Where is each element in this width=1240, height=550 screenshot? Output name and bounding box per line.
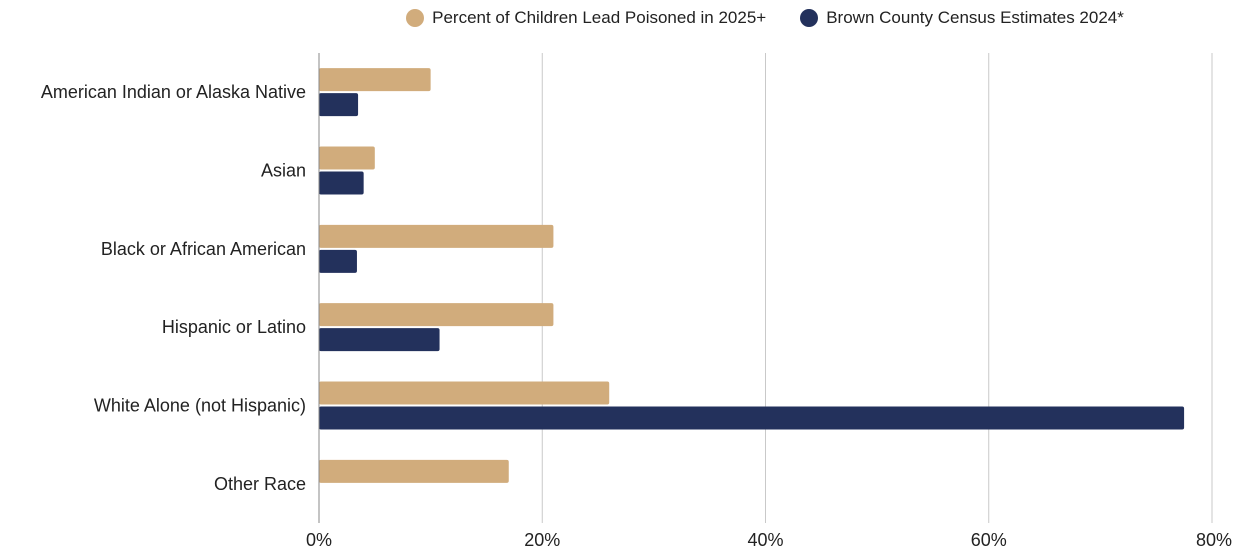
bars xyxy=(319,68,1185,483)
bar-series1-cat3 xyxy=(319,328,440,352)
legend-label-census-estimates: Brown County Census Estimates 2024* xyxy=(826,8,1124,27)
bar-series0-cat2 xyxy=(319,224,554,248)
legend-label-lead-poisoned: Percent of Children Lead Poisoned in 202… xyxy=(432,8,767,27)
bar-series0-cat1 xyxy=(319,146,375,170)
x-tick-label-40: 40% xyxy=(747,530,783,550)
legend-item-census-estimates: Brown County Census Estimates 2024* xyxy=(800,8,1124,28)
bar-series0-cat5 xyxy=(319,459,509,483)
legend: Percent of Children Lead Poisoned in 202… xyxy=(0,8,1240,28)
category-label-3: Hispanic or Latino xyxy=(162,317,306,337)
bar-series1-cat0 xyxy=(319,93,359,117)
gridlines xyxy=(541,53,1213,523)
x-tick-label-20: 20% xyxy=(524,530,560,550)
bar-series1-cat2 xyxy=(319,249,357,273)
category-labels: American Indian or Alaska Native Asian Bla… xyxy=(41,82,306,494)
legend-swatch-lead-poisoned xyxy=(406,9,425,27)
bar-series0-cat3 xyxy=(319,303,554,327)
category-label-2: Black or African American xyxy=(101,239,306,259)
bar-series1-cat1 xyxy=(319,171,364,195)
bar-series0-cat0 xyxy=(319,68,431,92)
bar-series1-cat4 xyxy=(319,406,1185,430)
x-tick-label-80: 80% xyxy=(1196,530,1232,550)
x-tick-label-0: 0% xyxy=(306,530,332,550)
legend-item-lead-poisoned: Percent of Children Lead Poisoned in 202… xyxy=(406,8,766,28)
category-label-1: Asian xyxy=(261,161,306,181)
category-label-4: White Alone (not Hispanic) xyxy=(94,396,306,416)
legend-swatch-census-estimates xyxy=(800,9,819,27)
x-tick-label-60: 60% xyxy=(971,530,1007,550)
x-tick-labels: 0% 20% 40% 60% 80% xyxy=(306,530,1232,550)
category-label-5: Other Race xyxy=(214,474,306,494)
bar-series0-cat4 xyxy=(319,381,610,405)
category-label-0: American Indian or Alaska Native xyxy=(41,82,306,102)
